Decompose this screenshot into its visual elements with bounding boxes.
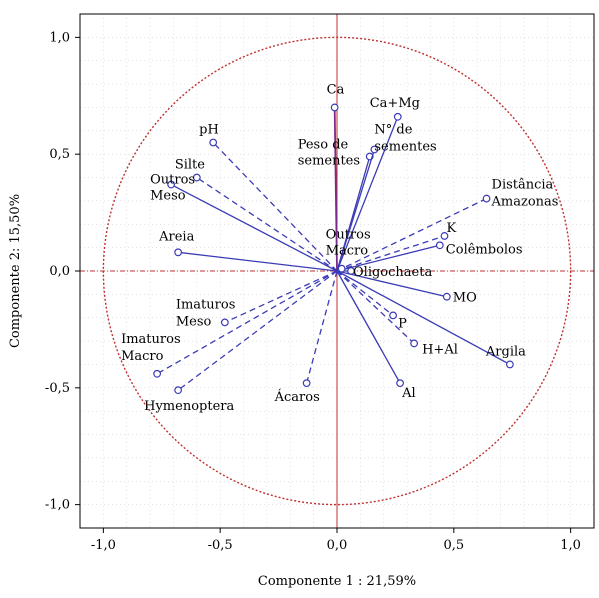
- label-mo: MO: [453, 291, 477, 306]
- tick-layer: -1,0 -0,5 0,0 0,5 1,0 1,0 0,5 0,0 -0,5 -1,0: [45, 30, 581, 553]
- vector-outros-meso: [170, 183, 338, 272]
- y-tick-label: 1,0: [49, 30, 70, 45]
- vector-p: [336, 270, 394, 316]
- label-imaturos-macro: Imaturos Macro: [121, 332, 181, 364]
- label-ca-mg: Ca+Mg: [370, 96, 420, 111]
- label-areia: Areia: [158, 229, 194, 244]
- point-distancia-amazonas: [482, 194, 491, 203]
- label-acaros: Ácaros: [274, 389, 320, 405]
- y-tick-label: -0,5: [45, 381, 70, 396]
- vector-ca: [333, 107, 338, 272]
- label-ca: Ca: [327, 82, 345, 97]
- label-h-al: H+Al: [422, 342, 458, 357]
- point-imaturos-meso: [220, 318, 229, 327]
- point-n-de-sementes: [370, 145, 379, 154]
- vector-distancia-amazonas: [336, 197, 487, 272]
- x-tick-label: 1,0: [560, 538, 581, 553]
- x-tick-label: 0,5: [443, 538, 464, 553]
- label-ph: pH: [199, 123, 219, 138]
- point-ca: [330, 103, 339, 112]
- point-imaturos-macro: [153, 369, 162, 378]
- label-al: Al: [401, 386, 416, 401]
- y-axis-title: Componente 2: 15,50%: [8, 194, 23, 348]
- label-hymenoptera: Hymenoptera: [144, 399, 234, 414]
- label-argila: Argila: [485, 344, 526, 359]
- point-ca-mg: [393, 112, 402, 121]
- label-outros-macro: Outros Macro: [326, 228, 371, 259]
- vector-imaturos-meso: [224, 270, 338, 323]
- loading-vectors: [153, 103, 514, 395]
- point-ph: [209, 138, 218, 147]
- y-tick-label: 0,5: [49, 147, 70, 162]
- y-tick-label: -1,0: [45, 498, 70, 513]
- x-tick-label: 0,0: [327, 538, 348, 553]
- point-mo: [442, 292, 451, 301]
- point-outros-meso: [167, 180, 176, 189]
- point-h-al: [410, 339, 419, 348]
- point-acaros: [302, 379, 311, 388]
- vector-k: [336, 235, 445, 272]
- x-axis-title: Componente 1 : 21,59%: [258, 574, 416, 589]
- label-imaturos-meso: Imaturos Meso: [176, 297, 236, 329]
- vector-imaturos-macro: [156, 270, 338, 375]
- vector-h-al: [336, 270, 415, 344]
- label-n-de-sementes: N° de sementes: [374, 123, 436, 155]
- vector-mo: [336, 270, 447, 298]
- vector-hymenoptera: [177, 270, 338, 391]
- label-k: K: [446, 221, 456, 236]
- label-silte: Silte: [175, 158, 205, 173]
- vector-silte: [196, 177, 338, 272]
- label-p: P: [398, 316, 407, 331]
- vector-n-de-sementes: [336, 149, 376, 272]
- point-areia: [174, 248, 183, 257]
- label-peso-de-sementes: Peso de sementes: [298, 138, 360, 169]
- point-colembolos: [435, 241, 444, 250]
- point-hymenoptera: [174, 386, 183, 395]
- vector-acaros: [305, 270, 338, 384]
- point-al: [396, 379, 404, 388]
- point-outros-macro: [337, 264, 346, 273]
- x-tick-label: -0,5: [208, 538, 233, 553]
- label-outros-meso: Outros Meso: [150, 173, 195, 204]
- x-tick-label: -1,0: [91, 538, 116, 553]
- point-argila: [505, 360, 514, 369]
- loading-labels: Ca Ca+Mg Peso de sementes N° de sementes Distâ…: [121, 82, 558, 414]
- point-p: [389, 311, 397, 320]
- vector-areia: [178, 251, 338, 272]
- label-oligochaeta: Oligochaeta: [353, 265, 432, 280]
- y-tick-label: 0,0: [49, 264, 70, 279]
- vector-colembolos: [336, 244, 440, 272]
- point-silte: [192, 173, 201, 182]
- point-k: [440, 232, 449, 240]
- vector-argila: [336, 270, 511, 366]
- vector-ca-mg: [336, 116, 399, 272]
- label-colembolos: Colêmbolos: [446, 242, 523, 257]
- vector-al: [336, 270, 401, 384]
- label-distancia-amazonas: Distância Amazonas: [491, 178, 559, 210]
